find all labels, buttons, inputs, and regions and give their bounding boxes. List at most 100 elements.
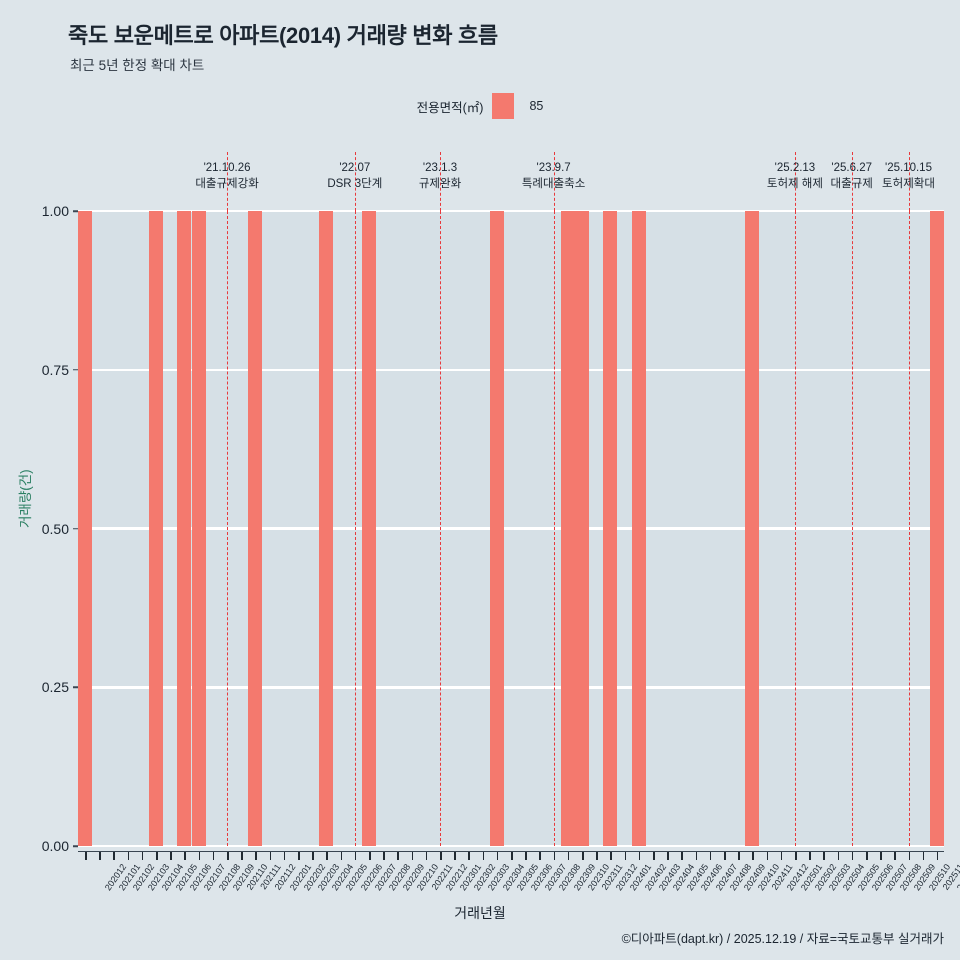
x-axis-tick-mark — [865, 852, 868, 860]
x-axis-tick-mark — [113, 852, 116, 860]
legend-title: 전용면적(㎡) — [416, 100, 484, 115]
x-axis-tick-mark — [780, 852, 783, 860]
x-axis-tick-mark — [525, 852, 527, 860]
x-axis-tick-mark — [482, 852, 485, 860]
y-axis-tick-label: 0.50 — [41, 520, 69, 537]
bar-202310[interactable] — [560, 211, 575, 846]
bar-202401[interactable] — [603, 211, 618, 846]
x-axis-tick-mark — [539, 852, 541, 860]
gridline — [78, 209, 944, 213]
bar-202105[interactable] — [149, 211, 164, 846]
x-axis-tick-mark — [581, 852, 584, 860]
annotation-event: 대출규제강화 — [195, 178, 259, 190]
annotation-202502: '25.2.13 토허제 해제 — [767, 160, 823, 192]
bar-202403[interactable] — [631, 211, 646, 846]
x-axis-tick-mark — [454, 852, 456, 860]
bar-202108[interactable] — [191, 211, 206, 846]
annotation-202207: '22.07 DSR 3단계 — [327, 160, 382, 192]
x-axis-tick-mark — [681, 852, 683, 860]
x-axis-tick-mark — [794, 852, 797, 860]
y-axis-tick-label: 0.00 — [41, 838, 69, 854]
x-axis-tick-mark — [837, 852, 840, 860]
x-axis-tick-mark — [425, 852, 428, 860]
x-axis-tick-mark — [99, 852, 101, 860]
x-axis-tick-mark — [667, 852, 669, 860]
bar-202311[interactable] — [574, 211, 589, 846]
annotation-line-ext-202301 — [440, 152, 442, 211]
annotation-event: 규제완화 — [418, 178, 462, 190]
x-axis-tick-mark — [156, 852, 158, 860]
x-axis — [78, 851, 944, 860]
x-axis-tick-mark — [652, 852, 655, 860]
x-axis-tick-mark — [127, 852, 130, 860]
x-axis-tick-mark — [894, 852, 896, 860]
x-axis-tick-mark — [255, 852, 258, 860]
x-axis-tick-mark — [880, 852, 882, 860]
annotation-line-ext-202502 — [794, 152, 796, 211]
x-axis-tick-mark — [567, 852, 570, 860]
bar-202107[interactable] — [177, 211, 192, 846]
x-axis-tick-mark — [511, 852, 513, 860]
legend-swatch-85 — [492, 93, 515, 119]
x-axis-tick-mark — [610, 852, 612, 860]
annotation-202309: '23.9.7 특례대출축소 — [522, 160, 585, 192]
annotation-line-202301 — [440, 211, 442, 846]
annotation-line-202110 — [227, 211, 229, 846]
legend-label-85: 85 — [529, 99, 544, 113]
chart-legend: 전용면적(㎡) 85 — [0, 93, 960, 119]
footer-credit: ©디아파트(dapt.kr) / 2025.12.19 / 자료=국토교통부 실… — [621, 932, 944, 946]
bar-202305[interactable] — [489, 211, 504, 846]
plot-area: 0.00 0.25 0.50 0.75 1.00 — [42, 203, 944, 854]
x-axis-tick-mark — [723, 852, 726, 860]
x-axis-tick-mark — [397, 852, 400, 860]
annotation-line-202510 — [908, 211, 910, 846]
y-axis-tick-label: 1.00 — [41, 203, 69, 219]
annotation-date: '25.2.13 — [774, 162, 816, 174]
annotation-line-ext-202110 — [227, 152, 229, 211]
annotation-202301: '23.1.3 규제완화 — [419, 160, 461, 192]
x-axis-tick-mark — [312, 852, 314, 860]
page-subtitle: 최근 5년 한정 확대 차트 — [70, 58, 205, 73]
x-axis-tick-mark — [212, 852, 215, 860]
bar-202512[interactable] — [929, 211, 944, 846]
x-axis-tick-mark — [709, 852, 712, 860]
x-axis-tick-mark — [766, 852, 769, 860]
y-axis-tick-mark — [73, 845, 78, 847]
x-axis-label: 거래년월 — [454, 905, 506, 921]
bar-202205[interactable] — [319, 211, 334, 846]
annotation-line-202506 — [851, 211, 853, 846]
annotation-event: 토허제 해제 — [766, 178, 823, 190]
bar-202208[interactable] — [362, 211, 377, 846]
x-axis-tick-mark — [354, 852, 357, 860]
x-axis-tick-mark — [738, 852, 740, 860]
bar-202411[interactable] — [745, 211, 760, 846]
annotation-line-ext-202506 — [851, 152, 853, 211]
x-axis-tick-mark — [922, 852, 925, 860]
x-axis-tick-mark — [624, 852, 627, 860]
y-axis-tick-label: 0.25 — [41, 679, 69, 696]
gridline — [78, 527, 944, 530]
x-axis-tick-mark — [936, 852, 939, 860]
y-axis-tick-mark — [73, 527, 78, 530]
x-axis-tick-mark — [496, 852, 499, 860]
y-axis-tick-mark — [73, 210, 78, 212]
annotation-202110: '21.10.26 대출규제강화 — [195, 160, 258, 192]
x-axis-tick-mark — [638, 852, 641, 860]
x-axis-tick-mark — [440, 852, 442, 860]
annotation-line-202309 — [553, 211, 555, 846]
annotation-line-202502 — [794, 211, 796, 846]
annotation-event: 대출규제 — [830, 178, 873, 190]
x-axis-tick-mark — [141, 852, 144, 860]
annotation-line-ext-202207 — [354, 152, 356, 211]
y-axis-label: 거래량(건) — [18, 469, 33, 528]
x-axis-tick-mark — [326, 852, 329, 860]
x-axis-tick-mark — [851, 852, 854, 860]
bar-202012[interactable] — [78, 211, 93, 846]
annotation-event: DSR 3단계 — [327, 178, 383, 190]
page-title: 죽도 보운메트로 아파트(2014) 거래량 변화 흐름 — [68, 23, 498, 48]
x-axis-tick-mark — [269, 852, 272, 860]
x-axis-tick-mark — [823, 852, 825, 860]
bar-202112[interactable] — [248, 211, 263, 846]
annotation-date: '25.6.27 — [831, 162, 873, 174]
x-axis-tick-mark — [198, 852, 201, 860]
